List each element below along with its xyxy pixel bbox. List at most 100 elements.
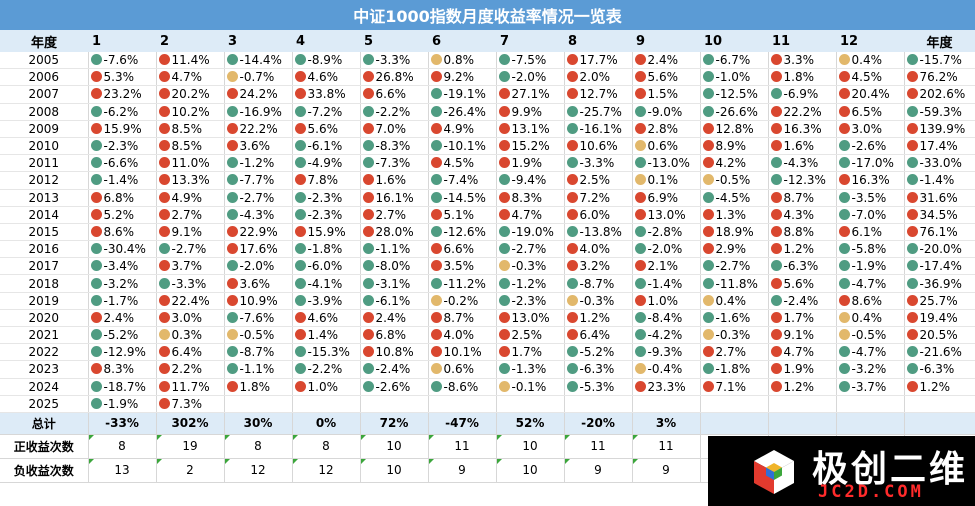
table-row: 2025 -1.9% 7.3% [0, 395, 975, 413]
return-dot-icon [294, 88, 306, 100]
monthly-return-cell: -0.7% [224, 68, 293, 87]
monthly-return-cell: 5.6% [768, 274, 837, 293]
annual-return-cell: -59.3% [904, 103, 975, 121]
negative-count-row-cell: 12 [224, 458, 293, 483]
return-value: -1.2% [239, 156, 275, 171]
column-header-month-1: 1 [88, 30, 156, 52]
return-value: 4.9% [443, 121, 475, 136]
monthly-return-cell: -7.2% [292, 103, 361, 121]
return-dot-icon [90, 174, 102, 186]
return-dot-icon [90, 191, 102, 203]
return-value: 27.1% [511, 87, 550, 102]
monthly-return-cell: -4.9% [292, 154, 361, 173]
return-value: -10.1% [443, 139, 486, 154]
monthly-return-cell: -19.0% [496, 223, 565, 242]
return-dot-icon [158, 174, 170, 186]
return-dot-icon [702, 140, 714, 152]
return-dot-icon [906, 174, 918, 186]
return-dot-icon [498, 260, 510, 272]
table-row: 2023 8.3% 2.2% -1.1% -2.2% -2.4% 0.6% -1.3% -6.3… [0, 360, 975, 379]
return-value: 1.8% [783, 70, 815, 85]
monthly-return-cell: 5.6% [292, 120, 361, 138]
return-value: -6.3% [919, 362, 955, 377]
return-dot-icon [634, 88, 646, 100]
return-value: 5.1% [443, 207, 475, 222]
monthly-return-cell: -25.7% [564, 103, 633, 121]
return-value: 31.6% [919, 190, 958, 205]
return-dot-icon [90, 311, 102, 323]
monthly-return-cell: -4.1% [292, 274, 361, 293]
return-dot-icon [770, 208, 782, 220]
monthly-return-cell: -2.0% [632, 240, 701, 259]
monthly-return-cell: -7.7% [224, 171, 293, 190]
return-dot-icon [838, 363, 850, 375]
monthly-return-cell: -16.1% [564, 120, 633, 138]
monthly-return-cell: 4.0% [428, 326, 497, 345]
monthly-return-cell: -2.7% [700, 257, 769, 276]
return-dot-icon [566, 140, 578, 152]
monthly-return-cell: -2.4% [768, 292, 837, 310]
return-dot-icon [158, 122, 170, 134]
return-dot-icon [770, 311, 782, 323]
monthly-return-cell: 8.7% [428, 309, 497, 328]
return-value: -30.4% [103, 242, 146, 257]
monthly-return-cell: -1.0% [700, 68, 769, 87]
monthly-return-cell: 3.2% [564, 257, 633, 276]
return-dot-icon [906, 208, 918, 220]
year-label: 2009 [0, 120, 89, 138]
monthly-return-cell: -11.8% [700, 274, 769, 293]
totals-row-cell: -47% [428, 412, 497, 435]
return-value: 0.6% [647, 139, 679, 154]
return-dot-icon [906, 71, 918, 83]
monthly-return-cell: -2.7% [156, 240, 225, 259]
return-value: 1.0% [647, 293, 679, 308]
return-dot-icon [498, 294, 510, 306]
monthly-return-cell: -4.3% [768, 154, 837, 173]
monthly-return-cell: 4.6% [292, 309, 361, 328]
return-dot-icon [838, 243, 850, 255]
monthly-return-cell: -12.5% [700, 85, 769, 104]
return-dot-icon [770, 225, 782, 237]
return-value: 20.5% [919, 328, 958, 343]
return-dot-icon [362, 277, 374, 289]
monthly-return-cell: -9.4% [496, 171, 565, 190]
return-dot-icon [430, 71, 442, 83]
return-value: -13.0% [647, 156, 690, 171]
return-value: -4.5% [715, 190, 751, 205]
return-dot-icon [906, 105, 918, 117]
monthly-return-cell: 11.7% [156, 378, 225, 396]
column-header-month-12: 12 [836, 30, 904, 52]
totals-row-cell [904, 412, 975, 435]
return-value: 8.3% [103, 362, 135, 377]
monthly-return-cell [564, 395, 633, 413]
monthly-return-cell: 10.8% [360, 343, 429, 362]
monthly-return-cell: -3.3% [156, 274, 225, 293]
monthly-return-cell: 0.1% [632, 171, 701, 190]
return-dot-icon [634, 363, 646, 375]
return-dot-icon [702, 105, 714, 117]
monthly-return-cell: -6.1% [360, 292, 429, 310]
return-dot-icon [566, 174, 578, 186]
return-dot-icon [770, 260, 782, 272]
return-dot-icon [362, 380, 374, 392]
return-dot-icon [498, 277, 510, 289]
monthly-return-cell: -2.7% [496, 240, 565, 259]
return-dot-icon [226, 380, 238, 392]
monthly-return-cell: 3.6% [224, 274, 293, 293]
return-value: -1.8% [307, 242, 343, 257]
monthly-return-cell: -8.7% [564, 274, 633, 293]
return-dot-icon [362, 71, 374, 83]
table-row: 2021 -5.2% 0.3% -0.5% 1.4% 6.8% 4.0% 2.5% 6.4% -4… [0, 326, 975, 345]
monthly-return-cell: 13.0% [496, 309, 565, 328]
return-value: -1.9% [103, 396, 139, 411]
monthly-return-cell: -6.3% [768, 257, 837, 276]
return-dot-icon [906, 311, 918, 323]
return-value: -8.4% [647, 310, 683, 325]
year-label: 2015 [0, 223, 89, 242]
monthly-return-cell: 4.9% [156, 189, 225, 207]
monthly-return-cell: 1.5% [632, 85, 701, 104]
negative-count-row-cell: 10 [496, 458, 565, 483]
return-value: 3.0% [171, 310, 203, 325]
return-value: 3.0% [851, 121, 883, 136]
return-dot-icon [770, 191, 782, 203]
